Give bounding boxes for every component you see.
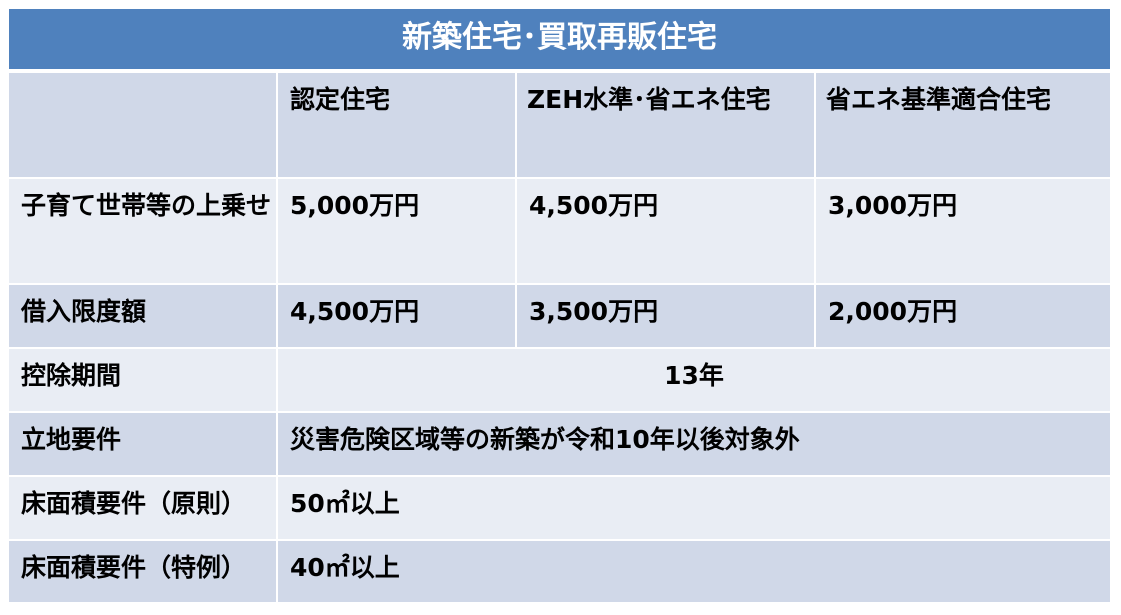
header-cell-energy-standard: 省エネ基準適合住宅: [816, 73, 1110, 177]
table-cell: 3,500万円: [517, 285, 814, 347]
table-cell-merged: 40㎡以上: [278, 541, 1110, 602]
table-cell: 2,000万円: [816, 285, 1110, 347]
table-cell: 4,500万円: [517, 179, 814, 283]
row-label-child-rearing: 子育て世帯等の上乗せ: [9, 179, 276, 283]
table-cell: 3,000万円: [816, 179, 1110, 283]
header-cell-empty: [9, 73, 276, 177]
table-cell: 4,500万円: [278, 285, 515, 347]
row-label-location: 立地要件: [9, 413, 276, 475]
table-cell-merged: 災害危険区域等の新築が令和10年以後対象外: [278, 413, 1110, 475]
table-title: 新築住宅･買取再販住宅: [9, 9, 1110, 69]
table-cell-merged: 13年: [278, 349, 1110, 411]
row-label-borrowing-limit: 借入限度額: [9, 285, 276, 347]
header-cell-certified: 認定住宅: [278, 73, 515, 177]
table-cell: 5,000万円: [278, 179, 515, 283]
row-label-floor-area-exception: 床面積要件（特例）: [9, 541, 276, 602]
header-cell-zeh: ZEH水準･省エネ住宅: [517, 73, 814, 177]
row-label-deduction-period: 控除期間: [9, 349, 276, 411]
table-cell-merged: 50㎡以上: [278, 477, 1110, 539]
row-label-floor-area-principle: 床面積要件（原則）: [9, 477, 276, 539]
